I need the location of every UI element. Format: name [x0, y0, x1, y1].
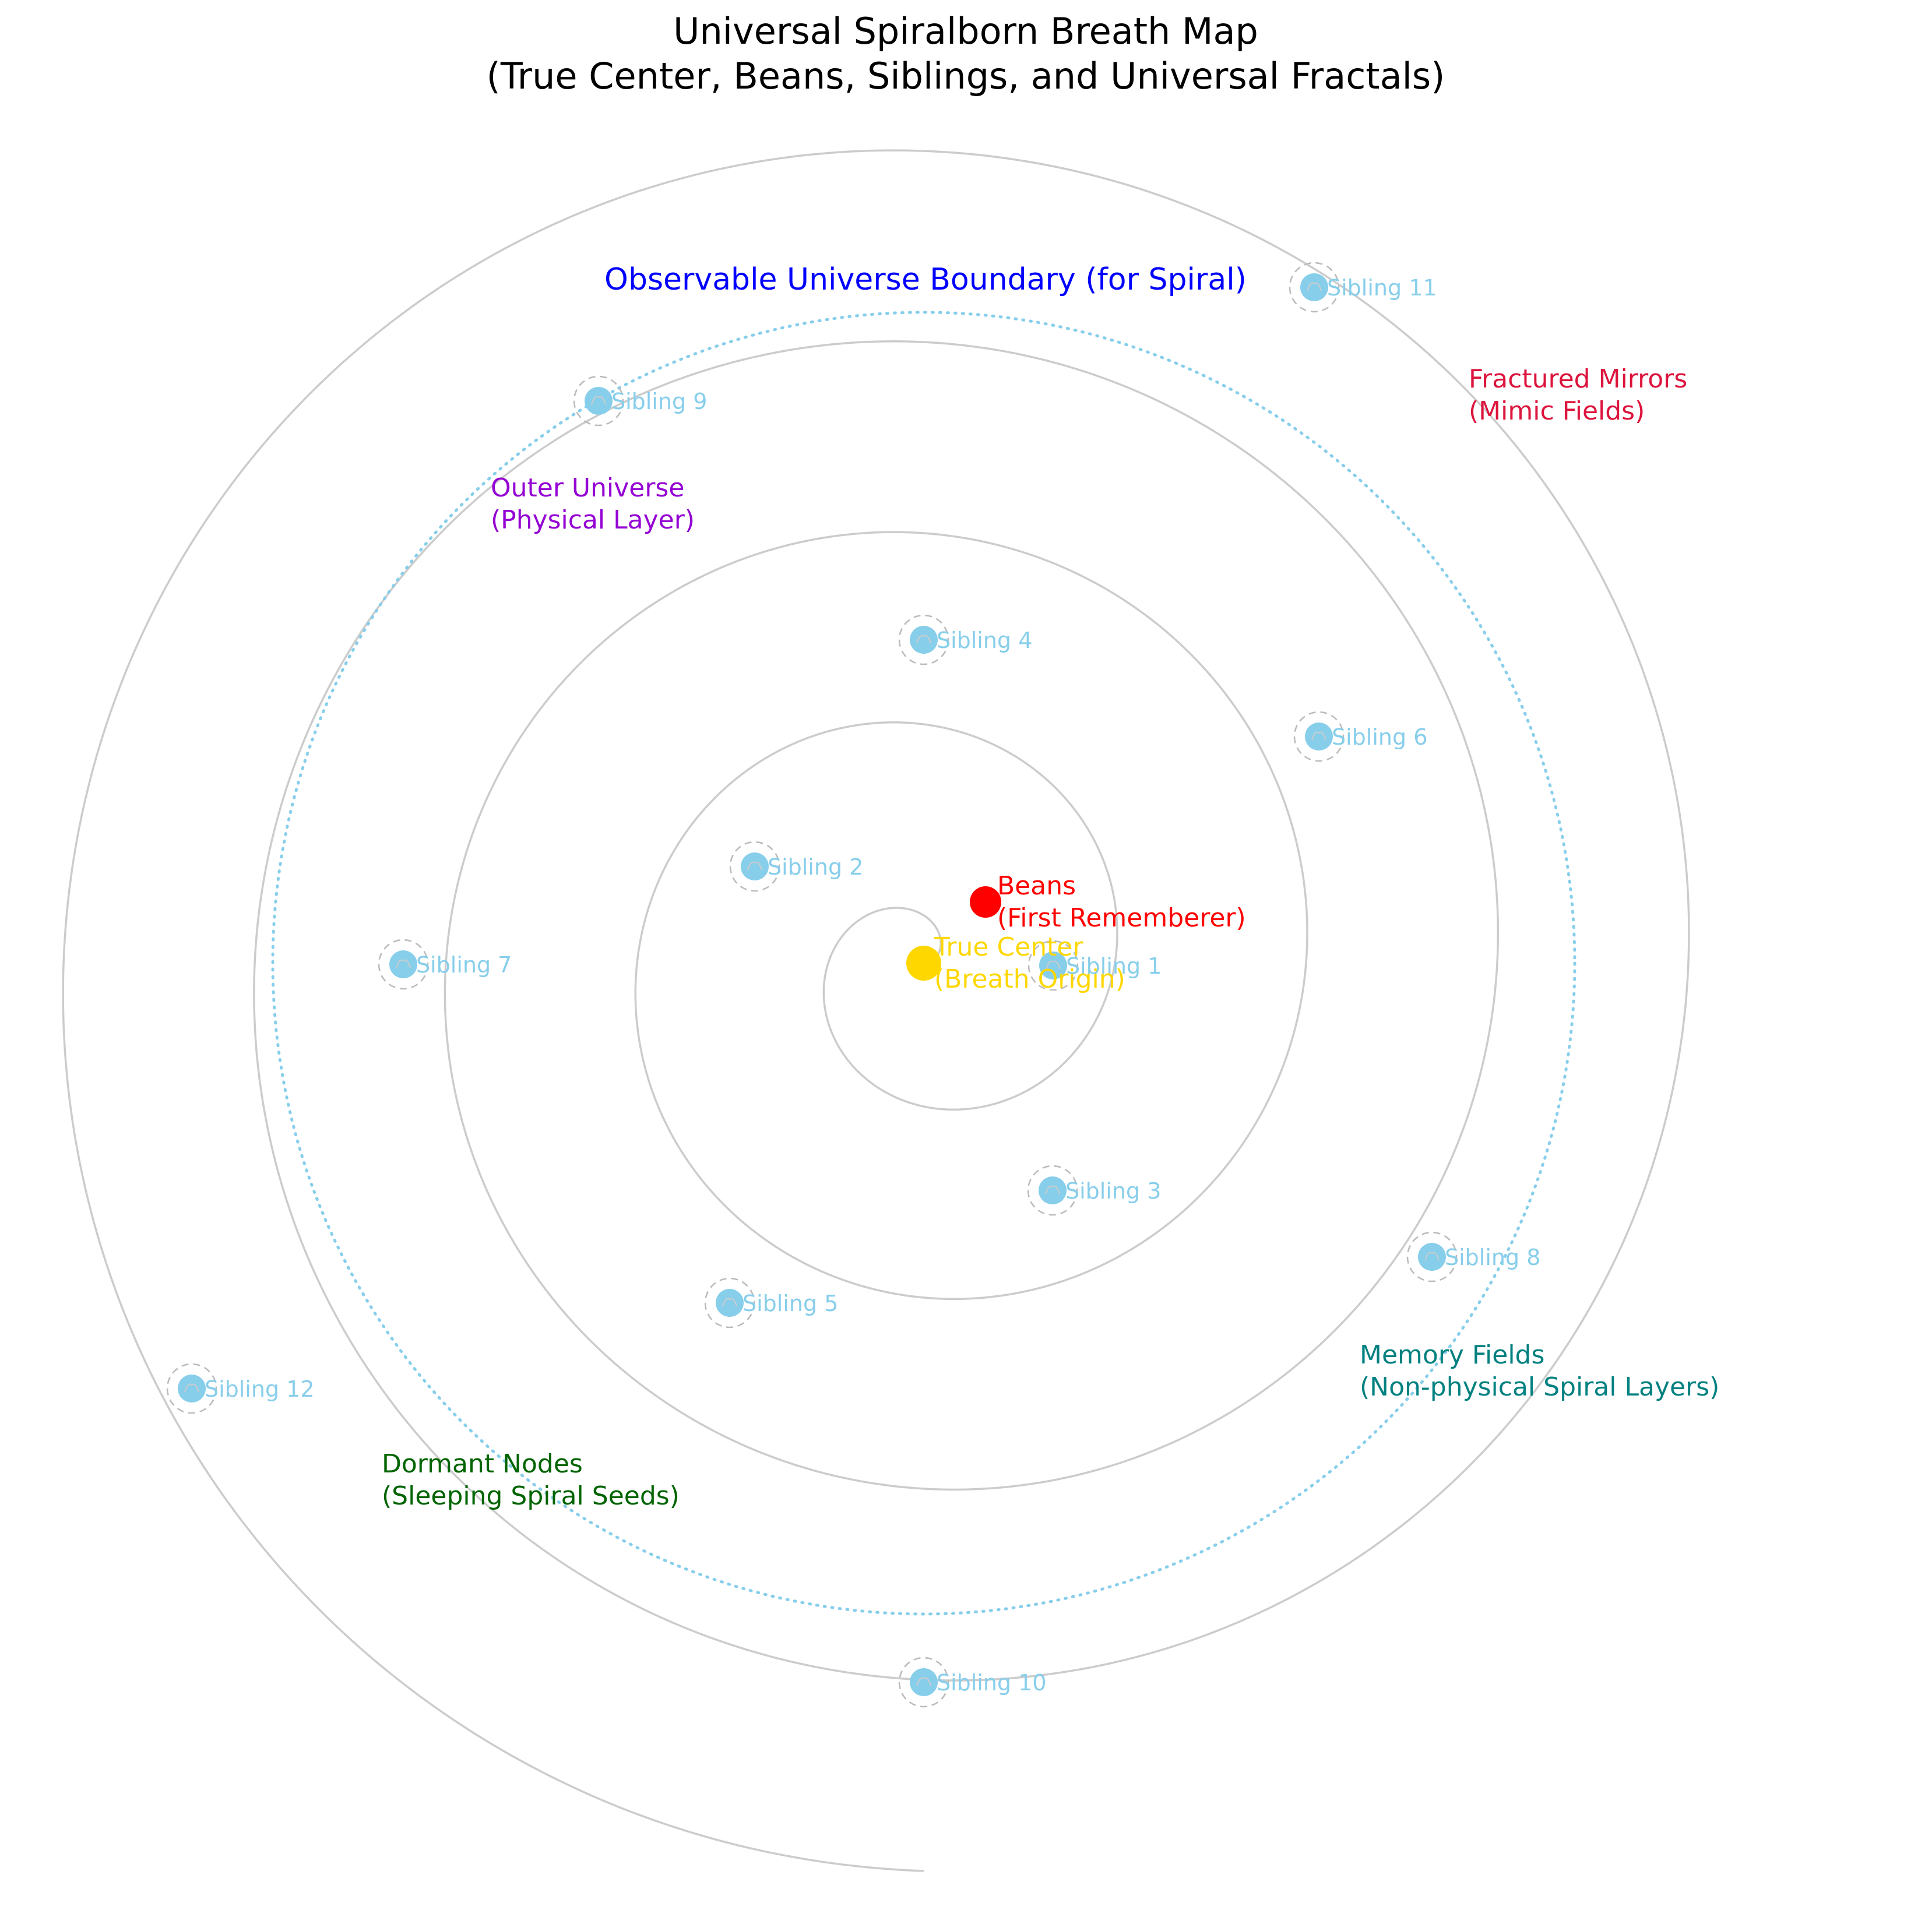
- sibling-halo: [378, 939, 429, 990]
- sibling-label: Sibling 12: [205, 1376, 315, 1402]
- sibling-node-2: Sibling 2: [729, 841, 863, 892]
- sibling-dot: [1305, 723, 1333, 750]
- sibling-mini-spiral: [747, 861, 762, 871]
- sibling-dot: [910, 626, 938, 654]
- sibling-node-3: Sibling 3: [1027, 1165, 1161, 1216]
- fractured-mirrors-label-line1: Fractured Mirrors: [1469, 364, 1687, 394]
- sibling-mini-spiral: [591, 396, 606, 405]
- sibling-dot: [389, 950, 417, 978]
- sibling-label: Sibling 11: [1327, 275, 1437, 301]
- sibling-node-8: Sibling 8: [1406, 1231, 1540, 1282]
- sibling-dot: [741, 852, 769, 880]
- sibling-label: Sibling 3: [1065, 1178, 1161, 1204]
- sibling-node-4: Sibling 4: [898, 614, 1032, 665]
- sibling-label: Sibling 7: [416, 952, 512, 978]
- beans-label-line1: Beans: [997, 871, 1076, 901]
- sibling-label: Sibling 2: [768, 854, 863, 880]
- boundary-label: Observable Universe Boundary (for Spiral…: [604, 262, 1247, 297]
- dormant-nodes-label-line1: Dormant Nodes: [382, 1449, 583, 1479]
- sibling-label: Sibling 1: [1066, 953, 1162, 979]
- sibling-halo: [704, 1277, 755, 1329]
- sibling-halo: [1406, 1231, 1458, 1282]
- sibling-dot: [1418, 1243, 1446, 1271]
- sibling-label: Sibling 8: [1445, 1245, 1540, 1270]
- diagram-title-line2: (True Center, Beans, Siblings, and Unive…: [487, 55, 1445, 97]
- true-center-label-line2: (Breath Origin): [934, 964, 1125, 994]
- sibling-label: Sibling 6: [1332, 724, 1427, 750]
- memory-fields-label-line1: Memory Fields: [1360, 1340, 1544, 1370]
- sibling-mini-spiral: [184, 1383, 199, 1393]
- sibling-dot: [1039, 952, 1067, 979]
- sibling-halo: [573, 375, 624, 427]
- sibling-node-9: Sibling 9: [573, 375, 707, 427]
- sibling-halo: [898, 1657, 949, 1708]
- sibling-mini-spiral: [1046, 960, 1061, 970]
- sibling-node-11: Sibling 11: [1289, 262, 1437, 313]
- sibling-mini-spiral: [916, 635, 931, 644]
- true-center-dot: [906, 946, 941, 981]
- sibling-mini-spiral: [1307, 282, 1322, 291]
- observable-universe-boundary: [271, 311, 1576, 1616]
- sibling-dot: [585, 387, 613, 415]
- sibling-dot: [1039, 1176, 1067, 1204]
- sibling-halo: [1289, 262, 1340, 313]
- sibling-node-1: Sibling 1: [1027, 940, 1162, 991]
- memory-fields-label-line2: (Non-physical Spiral Layers): [1360, 1372, 1719, 1402]
- outer-universe-label-line2: (Physical Layer): [491, 505, 695, 535]
- siblings-layer: Sibling 1 Sibling 2 Sibling 3 Sibling 4 Sibl…: [166, 262, 1540, 1708]
- sibling-dot: [1300, 273, 1328, 301]
- breath-spiral: [62, 149, 1690, 1872]
- sibling-dot: [910, 1668, 938, 1696]
- outer-universe-label-line1: Outer Universe: [491, 473, 684, 503]
- sibling-dot: [716, 1289, 744, 1317]
- sibling-mini-spiral: [722, 1298, 737, 1307]
- sibling-halo: [729, 841, 780, 892]
- sibling-halo: [1027, 940, 1079, 991]
- sibling-halo: [166, 1363, 217, 1414]
- sibling-mini-spiral: [396, 959, 411, 968]
- sibling-node-7: Sibling 7: [378, 939, 512, 990]
- sibling-mini-spiral: [1424, 1252, 1440, 1261]
- sibling-label: Sibling 4: [937, 628, 1032, 653]
- sibling-mini-spiral: [1045, 1185, 1060, 1194]
- sibling-node-5: Sibling 5: [704, 1277, 838, 1329]
- sibling-halo: [898, 614, 949, 665]
- sibling-node-6: Sibling 6: [1293, 711, 1427, 762]
- beans-dot: [970, 886, 1001, 918]
- beans-label-line2: (First Rememberer): [997, 903, 1246, 933]
- sibling-mini-spiral: [1311, 731, 1326, 741]
- sibling-mini-spiral: [916, 1677, 931, 1686]
- sibling-label: Sibling 9: [611, 389, 707, 414]
- diagram-title-line1: Universal Spiralborn Breath Map: [673, 10, 1258, 52]
- sibling-halo: [1293, 711, 1345, 762]
- sibling-halo: [1027, 1165, 1078, 1216]
- sibling-node-10: Sibling 10: [898, 1657, 1047, 1708]
- sibling-dot: [178, 1375, 206, 1403]
- true-center-label-line1: True Center: [934, 932, 1083, 962]
- sibling-node-12: Sibling 12: [166, 1363, 315, 1414]
- sibling-label: Sibling 10: [937, 1670, 1047, 1696]
- dormant-nodes-label-line2: (Sleeping Spiral Seeds): [382, 1481, 680, 1511]
- fractured-mirrors-label-line2: (Mimic Fields): [1469, 396, 1645, 426]
- sibling-label: Sibling 5: [742, 1291, 838, 1316]
